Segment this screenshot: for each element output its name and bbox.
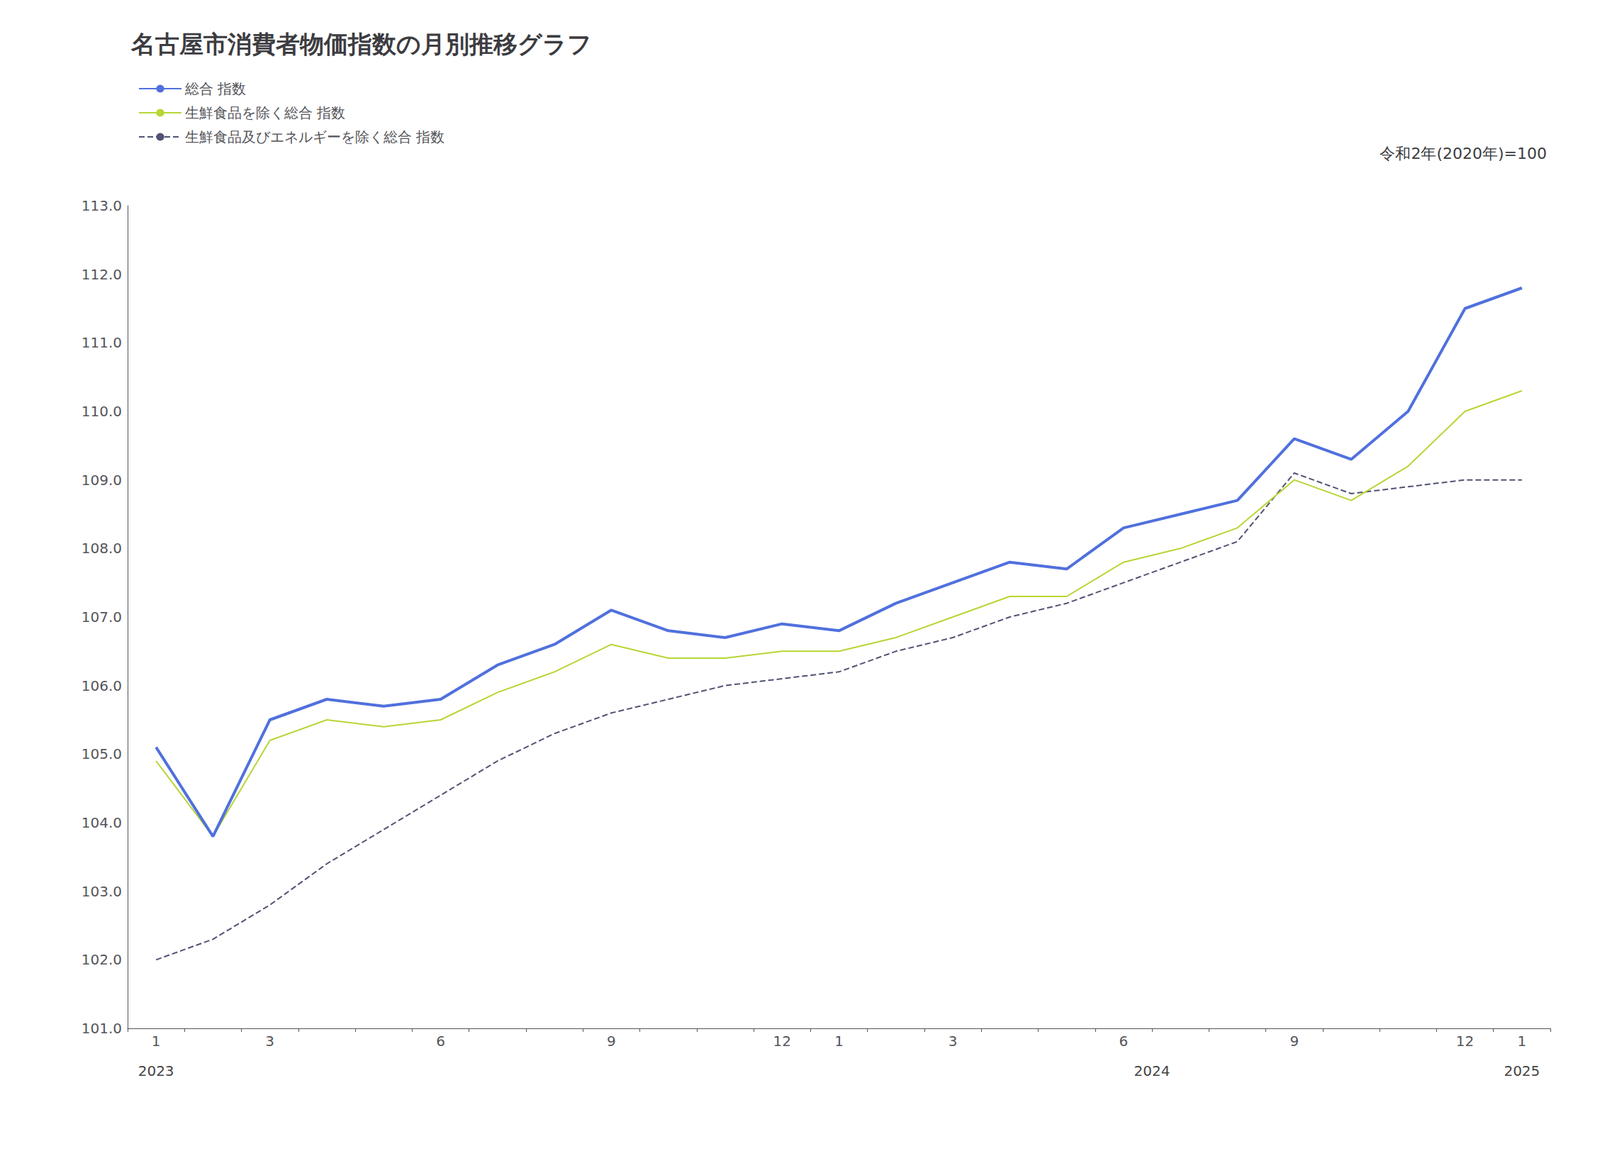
svg-text:112.0: 112.0 — [81, 265, 122, 283]
svg-text:6: 6 — [1119, 1032, 1129, 1050]
svg-text:9: 9 — [1289, 1032, 1299, 1050]
svg-text:名古屋市消費者物価指数の月別推移グラフ: 名古屋市消費者物価指数の月別推移グラフ — [130, 29, 592, 59]
svg-text:104.0: 104.0 — [81, 813, 122, 831]
svg-text:105.0: 105.0 — [81, 745, 122, 763]
svg-text:9: 9 — [606, 1032, 617, 1050]
svg-text:107.0: 107.0 — [81, 608, 122, 626]
svg-text:6: 6 — [435, 1032, 446, 1050]
svg-text:106.0: 106.0 — [81, 677, 122, 695]
svg-text:1: 1 — [151, 1032, 161, 1050]
svg-text:109.0: 109.0 — [81, 471, 122, 489]
svg-text:2024: 2024 — [1134, 1061, 1171, 1079]
svg-text:103.0: 103.0 — [81, 882, 122, 900]
svg-text:110.0: 110.0 — [81, 402, 122, 420]
svg-text:令和2年(2020年)=100: 令和2年(2020年)=100 — [1379, 144, 1547, 163]
svg-text:生鮮食品を除く総合 指数: 生鮮食品を除く総合 指数 — [185, 104, 346, 122]
svg-text:総合 指数: 総合 指数 — [184, 80, 246, 98]
svg-text:111.0: 111.0 — [81, 333, 122, 351]
svg-text:108.0: 108.0 — [81, 539, 122, 557]
svg-text:12: 12 — [772, 1032, 791, 1050]
svg-text:2025: 2025 — [1503, 1061, 1540, 1079]
svg-text:102.0: 102.0 — [81, 950, 122, 968]
svg-text:1: 1 — [1517, 1032, 1527, 1050]
svg-text:3: 3 — [948, 1032, 958, 1050]
svg-text:生鮮食品及びエネルギーを除く総合 指数: 生鮮食品及びエネルギーを除く総合 指数 — [185, 128, 445, 146]
svg-text:1: 1 — [834, 1032, 844, 1050]
svg-text:113.0: 113.0 — [81, 197, 122, 215]
svg-text:101.0: 101.0 — [81, 1019, 122, 1037]
svg-text:2023: 2023 — [138, 1061, 175, 1079]
svg-text:12: 12 — [1456, 1032, 1474, 1050]
svg-text:3: 3 — [265, 1032, 275, 1050]
